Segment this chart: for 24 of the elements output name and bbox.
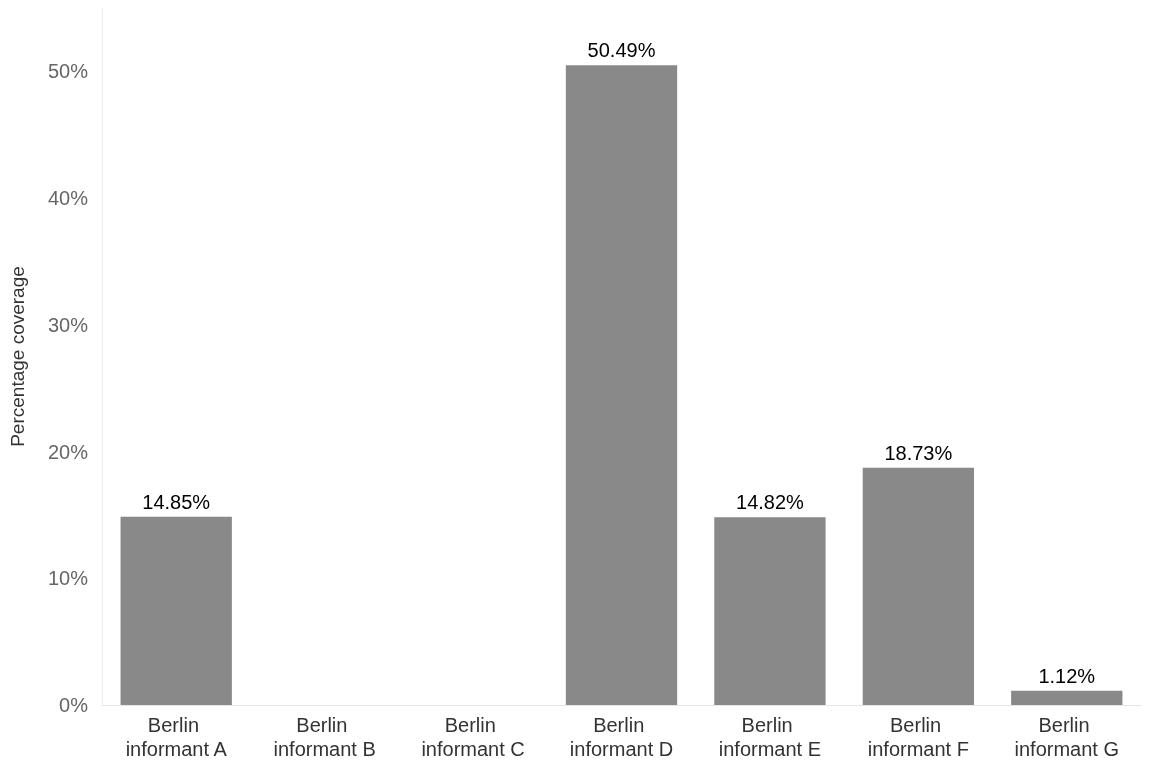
y-tick-label: 0% [59, 694, 89, 716]
data-label: 1.12% [1038, 664, 1096, 687]
y-tick-label: 40% [47, 187, 89, 210]
bar [714, 517, 826, 705]
x-tick-label: Berlin informant F [867, 714, 969, 760]
x-tick-label: Berlin informant E [718, 714, 822, 760]
bar [565, 65, 678, 705]
bar [120, 516, 232, 705]
bar [1011, 690, 1123, 705]
x-tick-label: Berlin informant B [273, 714, 376, 760]
y-tick-label: 30% [47, 313, 89, 336]
x-tick-label: Berlin informant G [1014, 714, 1120, 760]
y-tick-label: 10% [47, 567, 89, 590]
bar [862, 467, 975, 705]
y-tick-label: 50% [47, 60, 89, 83]
x-tick-label: Berlin informant A [125, 714, 228, 760]
y-tick-label: 20% [47, 440, 89, 463]
y-axis-title: Percentage coverage [7, 266, 28, 447]
data-label: 14.85% [142, 490, 211, 513]
data-label: 50.49% [587, 39, 656, 62]
x-tick-label: Berlin informant D [569, 714, 674, 760]
x-tick-label: Berlin informant C [421, 714, 525, 760]
data-label: 14.82% [736, 491, 805, 514]
data-label: 18.73% [884, 441, 953, 464]
